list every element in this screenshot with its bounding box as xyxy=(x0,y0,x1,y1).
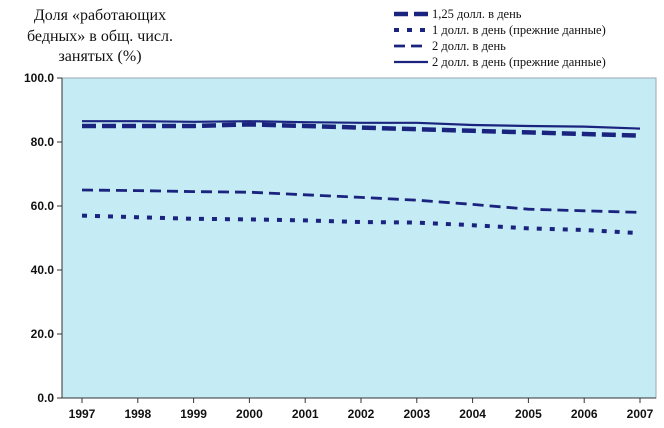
x-tick-label: 1999 xyxy=(180,407,207,421)
y-tick-label: 0.0 xyxy=(37,391,54,405)
y-tick-label: 40.0 xyxy=(31,263,55,277)
x-tick-label: 2003 xyxy=(403,407,430,421)
series-line-4 xyxy=(82,120,641,130)
y-tick-label: 80.0 xyxy=(31,135,55,149)
y-axis-title-line: бедных» в общ. числ. xyxy=(27,28,173,45)
x-tick-label: 1997 xyxy=(69,407,96,421)
x-tick-label: 2005 xyxy=(515,407,542,421)
x-tick-label: 1998 xyxy=(124,407,151,421)
series-line-3 xyxy=(81,188,641,214)
x-tick-label: 2001 xyxy=(292,407,319,421)
x-tick-label: 2004 xyxy=(459,407,486,421)
y-axis-title-line: занятых (%) xyxy=(58,48,141,65)
legend-label-1: 1,25 долл. в день xyxy=(432,7,522,21)
x-tick-label: 2006 xyxy=(571,407,598,421)
series-line-1 xyxy=(82,122,641,138)
legend-label-3: 2 долл. в день xyxy=(432,39,506,53)
x-tick-label: 2007 xyxy=(627,407,654,421)
series-lines xyxy=(81,120,641,236)
y-axis-title-line: Доля «работающих xyxy=(34,7,166,24)
y-axis: 0.0 20.0 40.0 60.0 80.0 100.0 xyxy=(24,71,63,405)
x-axis: 1997 1998 1999 2000 2001 2002 2003 2004 2005 2006… xyxy=(62,397,656,421)
legend-label-4: 2 долл. в день (прежние данные) xyxy=(432,55,606,69)
legend-label-2: 1 долл. в день (прежние данные) xyxy=(432,23,606,37)
legend: 1,25 долл. в день 1 долл. в день (прежние… xyxy=(394,7,606,69)
series-line-2 xyxy=(81,213,641,236)
y-axis-title: Доля «работающих бедных» в общ. числ. заня… xyxy=(27,7,173,65)
y-tick-label: 100.0 xyxy=(24,71,54,85)
y-tick-label: 60.0 xyxy=(31,199,55,213)
x-tick-label: 2002 xyxy=(348,407,375,421)
plot-area xyxy=(61,77,657,399)
x-tick-label: 2000 xyxy=(236,407,263,421)
y-tick-label: 20.0 xyxy=(31,327,55,341)
